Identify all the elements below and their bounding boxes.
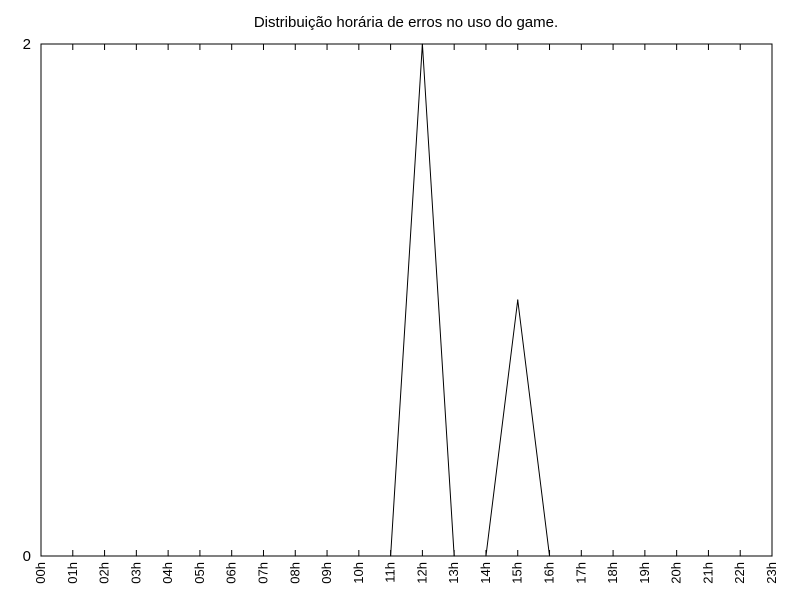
data-point-0-9 <box>326 555 328 557</box>
series-line-0 <box>41 43 772 557</box>
x-tick-label-17: 17h <box>573 562 588 584</box>
x-tick-label-6: 06h <box>224 562 239 584</box>
series-layer <box>40 43 773 557</box>
x-tick-label-15: 15h <box>510 562 525 584</box>
x-tick-label-5: 05h <box>192 562 207 584</box>
x-tick-label-1: 01h <box>65 562 80 584</box>
x-tick-label-16: 16h <box>542 562 557 584</box>
data-point-0-19 <box>644 555 646 557</box>
labels-layer: 00h 01h 02h 03h 04h 05h 06h 07h 08h 09h 10h 11h 12h 1… <box>23 36 779 584</box>
x-tick-label-4: 04h <box>160 562 175 584</box>
x-tick-label-3: 03h <box>128 562 143 584</box>
data-point-0-0 <box>40 555 42 557</box>
x-tick-label-13: 13h <box>446 562 461 584</box>
ticks-layer <box>40 44 773 556</box>
data-point-0-14 <box>485 555 487 557</box>
data-point-0-7 <box>262 555 265 557</box>
data-point-0-15 <box>517 299 519 301</box>
x-tick-label-8: 08h <box>287 562 302 584</box>
x-tick-label-10: 10h <box>351 562 366 584</box>
x-tick-label-19: 19h <box>637 562 652 584</box>
x-tick-label-21: 21h <box>700 562 715 584</box>
data-point-0-8 <box>294 555 296 557</box>
data-point-0-3 <box>135 555 137 557</box>
data-point-0-17 <box>580 555 582 557</box>
data-point-0-20 <box>676 555 678 557</box>
data-point-0-18 <box>612 555 614 557</box>
y-tick-label-0: 0 <box>23 548 31 565</box>
data-point-0-13 <box>453 555 455 557</box>
x-tick-label-22: 22h <box>732 562 747 584</box>
x-tick-label-2: 02h <box>97 562 112 584</box>
x-tick-label-9: 09h <box>319 562 334 584</box>
data-point-0-1 <box>72 555 74 557</box>
plot-frame <box>40 43 773 557</box>
data-point-0-23 <box>771 555 773 557</box>
data-point-0-21 <box>707 555 710 557</box>
x-tick-label-20: 20h <box>669 562 684 584</box>
data-point-0-4 <box>167 555 169 557</box>
x-tick-label-0: 00h <box>33 562 48 584</box>
x-tick-label-14: 14h <box>478 562 493 584</box>
data-point-0-5 <box>199 555 201 557</box>
data-point-0-10 <box>358 555 360 557</box>
x-tick-label-11: 11h <box>383 562 398 583</box>
data-point-0-12 <box>421 43 423 45</box>
y-tick-label-1: 2 <box>23 36 31 53</box>
x-tick-label-7: 07h <box>255 562 270 584</box>
data-point-0-16 <box>548 555 551 557</box>
data-point-0-2 <box>103 555 106 557</box>
chart-title: Distribuição horária de erros no uso do … <box>254 14 558 31</box>
data-point-0-11 <box>390 555 392 557</box>
x-tick-label-12: 12h <box>414 562 429 584</box>
x-tick-label-18: 18h <box>605 562 620 584</box>
data-point-0-6 <box>231 555 233 557</box>
data-point-0-22 <box>739 555 741 557</box>
x-tick-label-23: 23h <box>764 562 779 584</box>
